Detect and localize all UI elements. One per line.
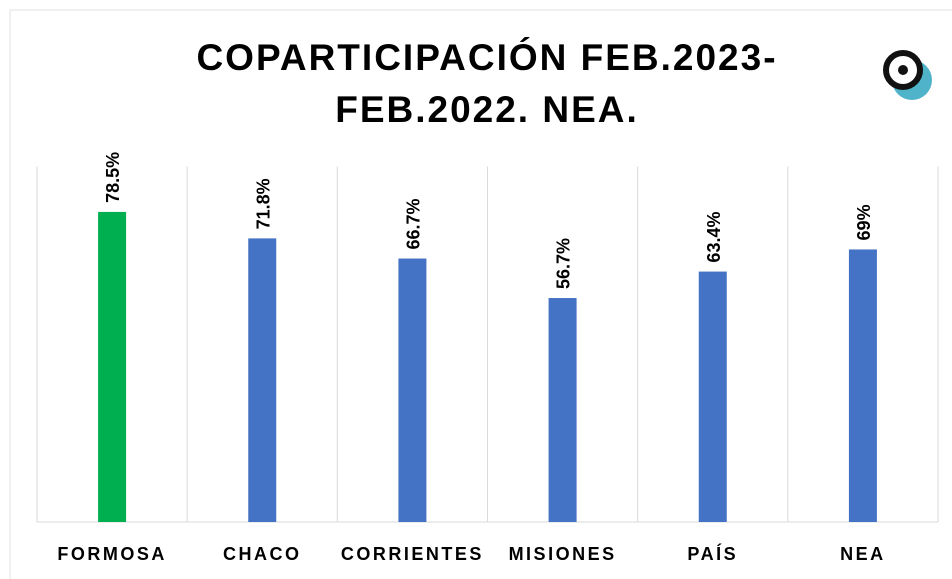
value-label: 66.7%: [403, 198, 423, 249]
x-tick-label: CHACO: [223, 544, 302, 564]
value-label: 69%: [854, 204, 874, 240]
x-tick-label: CORRIENTES: [341, 544, 484, 564]
bar: [548, 298, 577, 522]
x-tick-label: NEA: [840, 544, 886, 564]
chart-title: FEB.2022. NEA.: [335, 89, 639, 130]
value-label: 78.5%: [103, 152, 123, 203]
x-tick-label: FORMOSA: [57, 544, 167, 564]
bar: [248, 238, 277, 522]
value-label: 71.8%: [253, 178, 273, 229]
logo: [883, 50, 932, 100]
value-label: 56.7%: [554, 238, 574, 289]
x-tick-label: PAÍS: [687, 543, 738, 564]
x-tick-label: MISIONES: [509, 544, 617, 564]
value-label: 63.4%: [704, 212, 724, 263]
chart-frame: [9, 9, 952, 579]
bar: [848, 249, 877, 522]
bar: [698, 271, 727, 522]
chart-title: COPARTICIPACIÓN FEB.2023-: [196, 36, 777, 78]
bar: [398, 258, 427, 522]
bar: [98, 211, 127, 523]
